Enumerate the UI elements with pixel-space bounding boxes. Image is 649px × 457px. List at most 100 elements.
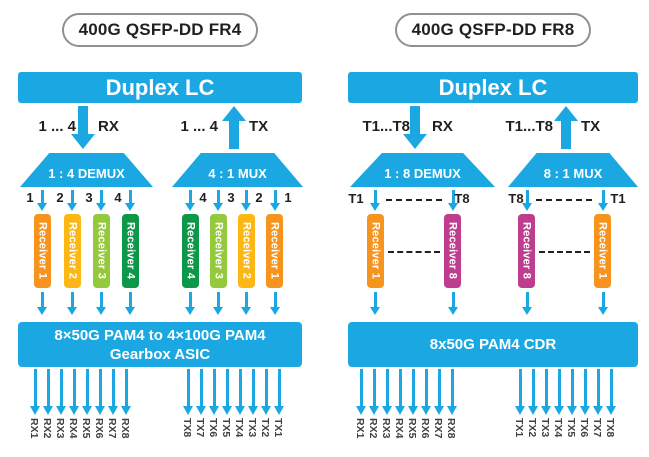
receiver-label: Receiver 1 xyxy=(268,222,281,280)
receiver-out-arrow-icon xyxy=(125,292,135,315)
lane-number: 1 xyxy=(284,190,292,205)
output-label: TX2 xyxy=(526,418,538,438)
output-label: TX6 xyxy=(207,418,219,438)
rx-down-arrow-icon xyxy=(403,106,427,149)
cdr-bar: 8x50G PAM4 CDR xyxy=(348,322,638,367)
output-label: RX7 xyxy=(106,418,118,439)
output-label: RX2 xyxy=(367,418,379,439)
tx-up-arrow-icon xyxy=(222,106,246,149)
tx-direction-label: TX xyxy=(249,118,269,135)
receiver-out-arrow-icon xyxy=(67,292,77,315)
output-label: RX7 xyxy=(432,418,444,439)
output-arrow-icon xyxy=(408,369,418,415)
receiver-bar: Receiver 4 xyxy=(182,214,199,288)
output-label: RX4 xyxy=(393,418,405,439)
receiver-bar: Receiver 3 xyxy=(210,214,227,288)
receiver-label: Receiver 8 xyxy=(446,222,459,280)
output-label: TX3 xyxy=(246,418,258,438)
diagram-fr4: 400G QSFP-DD FR4 Duplex LC 1 ... 4 RX 1 … xyxy=(18,0,303,457)
tx-lane-range: T1...T8 xyxy=(505,118,553,135)
output-arrow-icon xyxy=(421,369,431,415)
output-arrow-icon xyxy=(209,369,219,415)
output-arrow-icon xyxy=(395,369,405,415)
output-label: TX1 xyxy=(513,418,525,438)
receiver-label: Receiver 3 xyxy=(95,222,108,280)
lane-number: 2 xyxy=(56,190,64,205)
output-label: TX5 xyxy=(565,418,577,438)
lane-arrow-icon xyxy=(96,190,106,211)
rx-lane-range: T1...T8 xyxy=(362,118,410,135)
receiver-out-arrow-icon xyxy=(448,292,458,315)
output-label: TX5 xyxy=(220,418,232,438)
output-label: TX1 xyxy=(272,418,284,438)
output-arrow-icon xyxy=(235,369,245,415)
receiver-label: Receiver 4 xyxy=(184,222,197,280)
demux-block: 1 : 4 DEMUX xyxy=(20,153,153,187)
output-label: TX7 xyxy=(591,418,603,438)
mux-block: 8 : 1 MUX xyxy=(508,153,638,187)
asic-line1: 8×50G PAM4 to 4×100G PAM4 xyxy=(54,326,266,344)
receiver-label: Receiver 1 xyxy=(596,222,609,280)
lane-arrow-icon xyxy=(67,190,77,211)
tx-up-arrow-icon xyxy=(554,106,578,149)
output-label: TX8 xyxy=(604,418,616,438)
receiver-out-arrow-icon xyxy=(96,292,106,315)
output-label: RX8 xyxy=(119,418,131,439)
receiver-label: Receiver 8 xyxy=(520,222,533,280)
output-arrow-icon xyxy=(369,369,379,415)
receiver-out-arrow-icon xyxy=(522,292,532,315)
output-arrow-icon xyxy=(606,369,616,415)
tx-direction-label: TX xyxy=(581,118,601,135)
receiver-label: Receiver 2 xyxy=(240,222,253,280)
lane-number: 2 xyxy=(255,190,263,205)
output-arrow-icon xyxy=(528,369,538,415)
output-arrow-icon xyxy=(515,369,525,415)
receiver-out-arrow-icon xyxy=(370,292,380,315)
receiver-out-arrow-icon xyxy=(270,292,280,315)
output-label: TX6 xyxy=(578,418,590,438)
lane-number: 4 xyxy=(114,190,122,205)
ellipsis-dashes xyxy=(386,199,442,201)
output-arrow-icon xyxy=(554,369,564,415)
ellipsis-dashes xyxy=(539,251,590,253)
output-label: TX2 xyxy=(259,418,271,438)
asic-line2: Gearbox ASIC xyxy=(109,345,211,363)
module-title: 400G QSFP-DD FR4 xyxy=(78,20,242,39)
output-label: TX7 xyxy=(194,418,206,438)
output-label: TX4 xyxy=(552,418,564,438)
lane-arrow-icon xyxy=(125,190,135,211)
lane-arrow-icon xyxy=(370,190,380,211)
output-label: RX2 xyxy=(41,418,53,439)
output-label: RX3 xyxy=(380,418,392,439)
receiver-out-arrow-icon xyxy=(598,292,608,315)
receiver-bar: Receiver 2 xyxy=(238,214,255,288)
lane-number: T1 xyxy=(610,191,626,206)
lane-arrow-icon xyxy=(522,190,532,211)
receiver-bar: Receiver 8 xyxy=(444,214,461,288)
module-title: 400G QSFP-DD FR8 xyxy=(411,20,575,39)
output-arrow-icon xyxy=(69,369,79,415)
output-arrow-icon xyxy=(30,369,40,415)
output-label: TX4 xyxy=(233,418,245,438)
output-arrow-icon xyxy=(382,369,392,415)
output-arrow-icon xyxy=(248,369,258,415)
output-label: RX6 xyxy=(419,418,431,439)
receiver-bar: Receiver 4 xyxy=(122,214,139,288)
output-arrow-icon xyxy=(108,369,118,415)
output-label: RX3 xyxy=(54,418,66,439)
output-label: RX5 xyxy=(80,418,92,439)
receiver-label: Receiver 4 xyxy=(124,222,137,280)
rx-direction-label: RX xyxy=(432,118,453,135)
gearbox-asic-bar: 8×50G PAM4 to 4×100G PAM4 Gearbox ASIC xyxy=(18,322,302,367)
lane-number: 3 xyxy=(227,190,235,205)
output-label: RX5 xyxy=(406,418,418,439)
output-arrow-icon xyxy=(447,369,457,415)
receiver-label: Receiver 1 xyxy=(36,222,49,280)
duplex-lc-bar: Duplex LC xyxy=(18,72,302,103)
output-arrow-icon xyxy=(567,369,577,415)
rx-down-arrow-icon xyxy=(71,106,95,149)
lane-arrow-icon xyxy=(185,190,195,211)
output-label: RX1 xyxy=(28,418,40,439)
receiver-label: Receiver 3 xyxy=(212,222,225,280)
receiver-out-arrow-icon xyxy=(185,292,195,315)
